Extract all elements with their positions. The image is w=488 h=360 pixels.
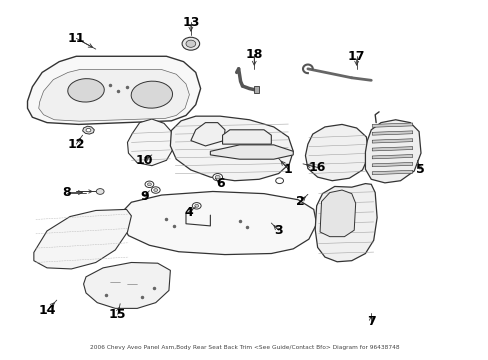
Circle shape [86, 129, 91, 132]
Text: 11: 11 [67, 32, 85, 45]
Text: 6: 6 [215, 177, 224, 190]
Circle shape [96, 189, 104, 194]
Circle shape [145, 181, 154, 188]
Polygon shape [315, 184, 376, 262]
Text: 14: 14 [38, 305, 56, 318]
Text: 9: 9 [140, 190, 148, 203]
Polygon shape [122, 192, 316, 255]
Text: 15: 15 [109, 308, 126, 321]
Text: 10: 10 [136, 154, 153, 167]
Circle shape [185, 40, 195, 47]
Circle shape [212, 174, 222, 181]
Polygon shape [170, 116, 293, 181]
Polygon shape [371, 139, 412, 143]
Circle shape [275, 178, 283, 184]
Circle shape [147, 183, 151, 186]
Polygon shape [365, 120, 420, 183]
Polygon shape [371, 131, 412, 135]
Ellipse shape [68, 78, 104, 102]
Text: 4: 4 [183, 206, 192, 219]
Polygon shape [254, 86, 259, 93]
Circle shape [182, 37, 199, 50]
Text: 13: 13 [182, 16, 199, 29]
Text: 8: 8 [62, 186, 71, 199]
Text: 1: 1 [284, 163, 292, 176]
Polygon shape [371, 154, 412, 159]
Text: 18: 18 [245, 48, 263, 61]
Polygon shape [82, 126, 94, 134]
Polygon shape [34, 210, 131, 269]
Polygon shape [371, 170, 412, 175]
Ellipse shape [131, 81, 172, 108]
Text: 2006 Chevy Aveo Panel Asm,Body Rear Seat Back Trim <See Guide/Contact Bfo> Diagr: 2006 Chevy Aveo Panel Asm,Body Rear Seat… [89, 345, 399, 350]
Polygon shape [127, 119, 173, 166]
Text: 5: 5 [415, 163, 424, 176]
Polygon shape [371, 162, 412, 167]
Polygon shape [371, 123, 412, 127]
Polygon shape [210, 145, 293, 159]
Polygon shape [305, 125, 368, 181]
Polygon shape [83, 262, 170, 309]
Text: 16: 16 [308, 161, 325, 174]
Circle shape [154, 189, 158, 192]
Polygon shape [320, 190, 355, 237]
Polygon shape [222, 130, 271, 144]
Text: 2: 2 [296, 195, 305, 208]
Circle shape [151, 187, 160, 193]
Circle shape [194, 204, 198, 207]
Polygon shape [27, 56, 200, 125]
Polygon shape [371, 147, 412, 151]
Circle shape [215, 175, 220, 179]
Circle shape [192, 203, 201, 209]
Polygon shape [39, 69, 189, 121]
Polygon shape [190, 123, 224, 146]
Text: 17: 17 [347, 50, 365, 63]
Text: 12: 12 [67, 138, 85, 150]
Text: 7: 7 [366, 315, 375, 328]
Text: 3: 3 [274, 224, 283, 237]
